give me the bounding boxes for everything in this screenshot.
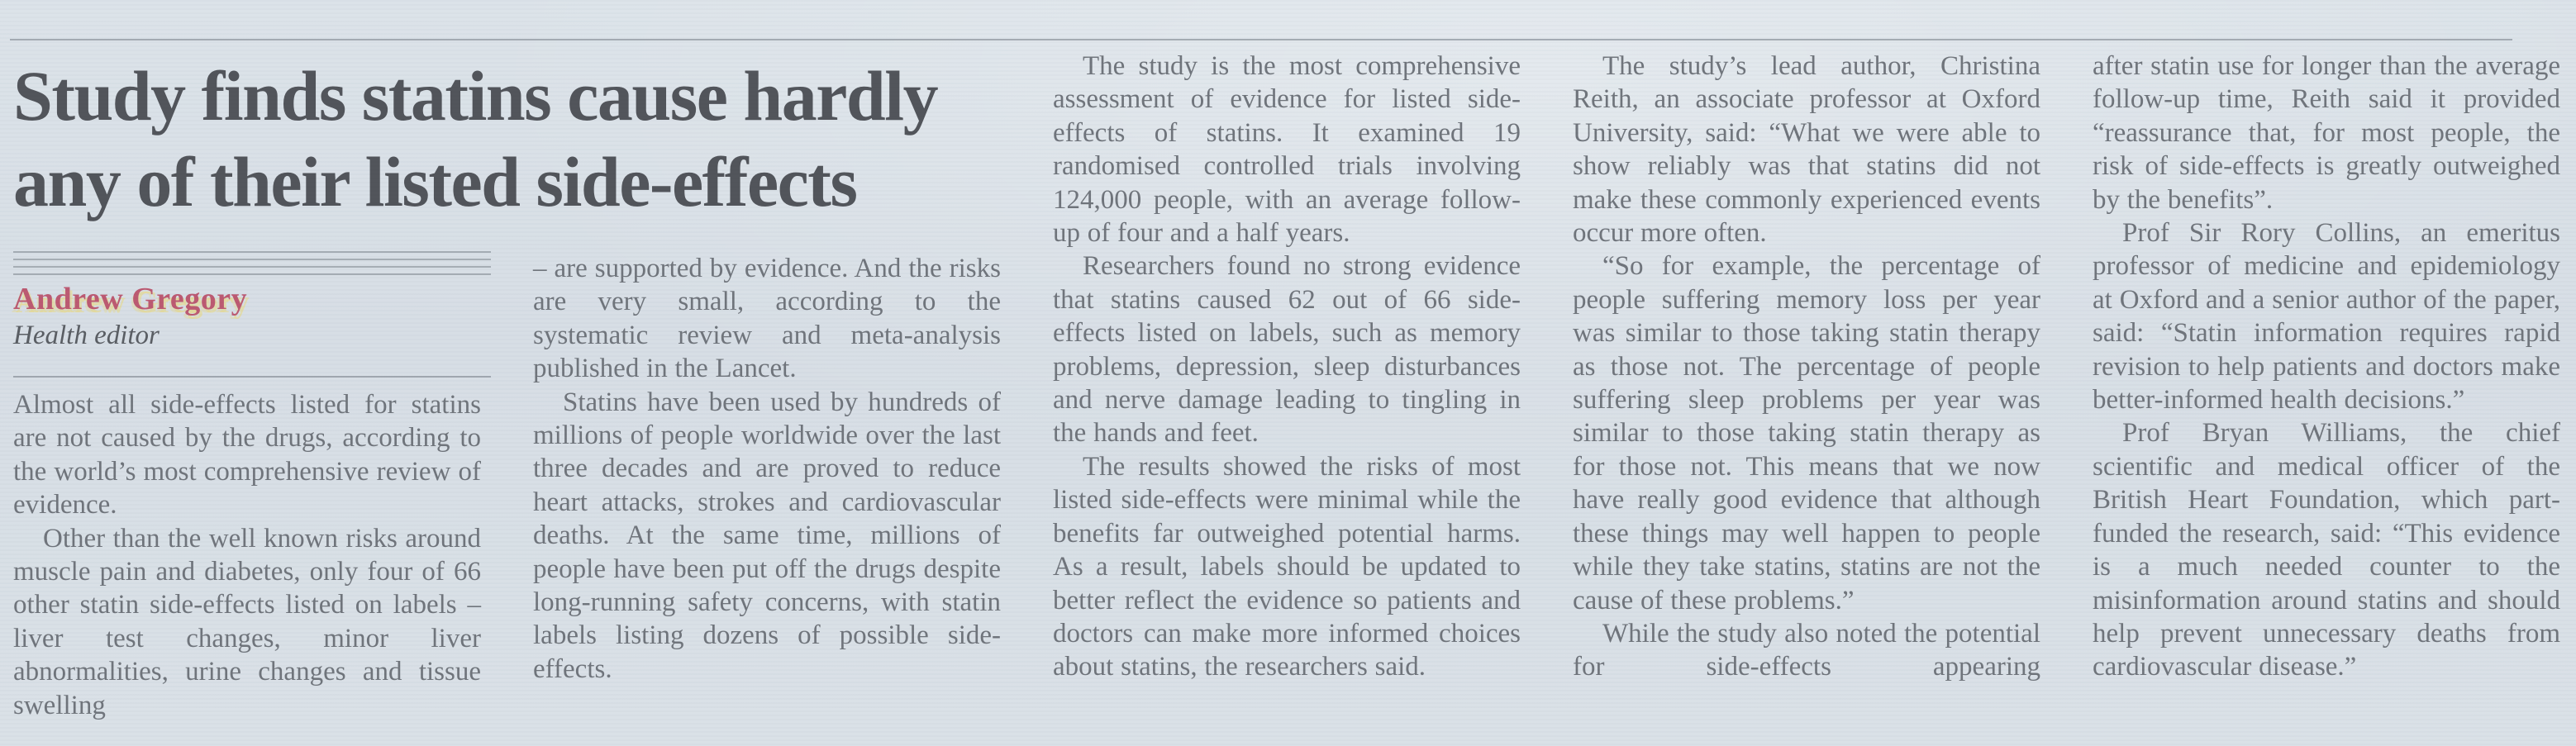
body-paragraph: The study’s lead author, Christina Reith… bbox=[1573, 51, 2040, 249]
divider-line bbox=[13, 259, 491, 260]
divider-line bbox=[13, 273, 491, 275]
article-headline: Study finds statins cause hardly any of … bbox=[13, 53, 1063, 225]
divider-line bbox=[13, 251, 491, 253]
article-column-3: The study is the most comprehensive asse… bbox=[1053, 50, 1521, 684]
body-paragraph: after statin use for longer than the ave… bbox=[2093, 51, 2560, 215]
headline-line-2: any of their listed side-effects bbox=[13, 142, 858, 221]
headline-line-1: Study finds statins cause hardly bbox=[13, 56, 939, 135]
divider-line bbox=[13, 266, 491, 268]
body-paragraph: Statins have been used by hundreds of mi… bbox=[533, 387, 1001, 684]
body-paragraph: The results showed the risks of most lis… bbox=[1053, 451, 1521, 682]
body-paragraph: – are supported by evidence. And the ris… bbox=[533, 254, 1001, 384]
body-paragraph: Researchers found no strong evidence tha… bbox=[1053, 251, 1521, 449]
byline-divider-rules bbox=[13, 251, 491, 281]
body-paragraph: While the study also noted the potential… bbox=[1573, 618, 2040, 682]
top-rule bbox=[10, 39, 2512, 40]
article-column-4: The study’s lead author, Christina Reith… bbox=[1573, 50, 2040, 684]
article-column-2: – are supported by evidence. And the ris… bbox=[533, 252, 1001, 686]
column-top-rule bbox=[13, 376, 491, 378]
article-column-5: after statin use for longer than the ave… bbox=[2093, 50, 2560, 684]
body-paragraph: Prof Sir Rory Collins, an emeritus profe… bbox=[2093, 218, 2560, 416]
article-column-1: Almost all side-effects listed for stati… bbox=[13, 388, 481, 722]
byline-role: Health editor bbox=[13, 321, 160, 350]
body-paragraph: “So for example, the percentage of peopl… bbox=[1573, 251, 2040, 615]
body-paragraph: The study is the most comprehensive asse… bbox=[1053, 51, 1521, 249]
body-paragraph: Prof Bryan Williams, the chief scientifi… bbox=[2093, 418, 2560, 682]
body-paragraph: Almost all side-effects listed for stati… bbox=[13, 390, 481, 520]
byline-author: Andrew Gregory bbox=[13, 282, 248, 316]
body-paragraph: Other than the well known risks around m… bbox=[13, 523, 481, 720]
